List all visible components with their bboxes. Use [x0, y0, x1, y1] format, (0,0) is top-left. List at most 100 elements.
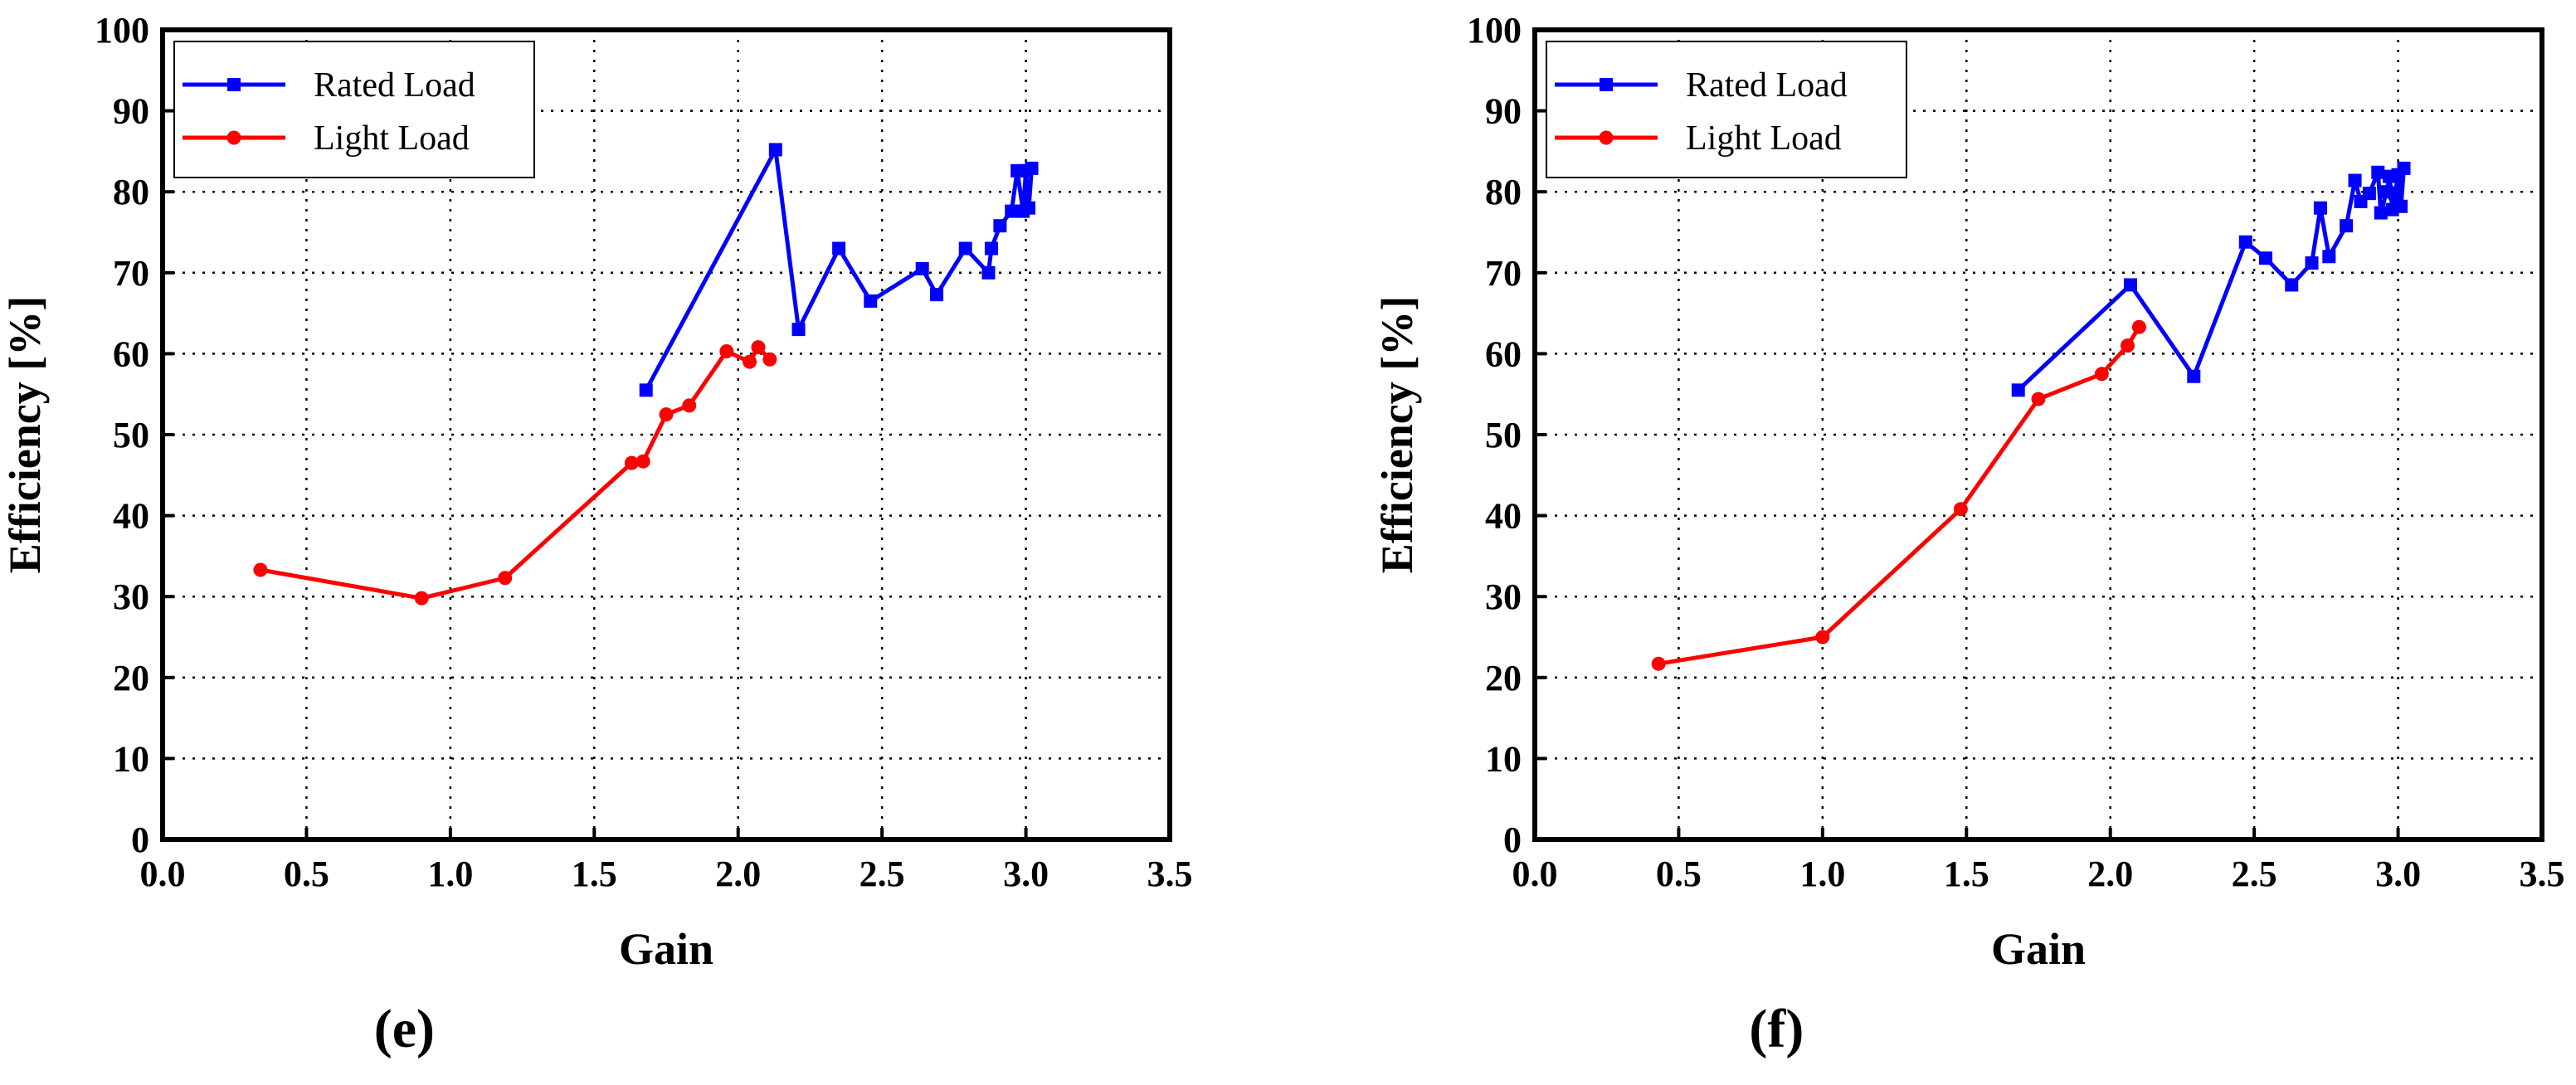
data-point-circle: [1953, 502, 1968, 517]
data-point-square: [2011, 383, 2025, 397]
data-point-square: [832, 241, 846, 255]
chart-panel-2: 0.0 0.5 1.0 1.5 2.0 2.5 3.0 3.5 0 10 20 30 40 50 60 70 8…: [1372, 10, 2565, 1059]
panel-label: (e): [374, 999, 435, 1059]
legend-marker-square: [1600, 78, 1613, 91]
data-point-circle: [2121, 338, 2135, 353]
y-tick-label: 60: [1485, 333, 1522, 374]
x-tick-label: 0.5: [1656, 854, 1702, 894]
data-point-square: [1022, 201, 1036, 215]
y-tick-label: 90: [113, 91, 149, 132]
data-point-square: [2187, 369, 2201, 383]
data-point-square: [2348, 173, 2362, 187]
data-point-circle: [659, 407, 674, 422]
data-point-circle: [635, 454, 650, 469]
x-tick-label: 2.0: [2087, 854, 2133, 894]
data-point-square: [2374, 206, 2388, 220]
legend-label: Rated Load: [1686, 66, 1848, 105]
legend-box: [173, 41, 535, 178]
x-tick-label: 0.5: [284, 854, 329, 894]
data-point-square: [864, 294, 878, 308]
series-line: [2017, 168, 2407, 392]
y-tick-label: 90: [1485, 91, 1522, 132]
data-point-square: [2285, 278, 2299, 292]
series-light-load: [1651, 319, 2146, 671]
data-point-square: [2340, 219, 2354, 233]
data-point-circle: [253, 562, 268, 577]
legend-label: Light Load: [314, 119, 470, 158]
data-point-square: [2394, 199, 2408, 213]
legend-marker-square: [227, 78, 241, 91]
data-point-square: [2362, 187, 2376, 201]
data-point-square: [2322, 250, 2336, 264]
series-light-load: [253, 340, 777, 606]
y-tick-label: 50: [1485, 415, 1522, 455]
x-tick-label: 1.5: [1944, 854, 1989, 894]
data-point-square: [1025, 161, 1039, 175]
data-point-circle: [682, 398, 697, 413]
data-point-square: [2238, 235, 2252, 249]
x-tick-label: 0.0: [1512, 854, 1558, 894]
y-tick-label: 40: [113, 496, 149, 537]
data-point-circle: [719, 343, 734, 358]
panel-label: (f): [1749, 999, 1804, 1059]
x-axis-title: Gain: [1991, 924, 2086, 974]
y-tick-label: 20: [1485, 658, 1522, 698]
data-point-square: [2371, 165, 2385, 179]
data-point-circle: [743, 354, 757, 369]
data-point-square: [958, 241, 972, 255]
series-line: [260, 345, 772, 601]
data-point-circle: [1815, 630, 1830, 645]
legend-marker-circle: [1599, 130, 1614, 145]
legend-label: Light Load: [1686, 119, 1842, 158]
y-tick-label: 80: [113, 172, 149, 212]
data-point-square: [2123, 278, 2137, 292]
x-tick-label: 2.5: [2232, 854, 2277, 894]
x-tick-label: 3.5: [2520, 854, 2565, 894]
data-point-circle: [751, 340, 766, 355]
series-line: [1658, 325, 2141, 666]
y-tick-label: 30: [113, 577, 149, 617]
data-point-circle: [2131, 319, 2146, 334]
data-point-circle: [1651, 656, 1666, 671]
data-point-square: [993, 219, 1007, 233]
y-tick-label: 10: [1485, 738, 1522, 779]
legend-label: Rated Load: [314, 66, 475, 105]
y-tick-label: 50: [113, 415, 149, 455]
y-tick-label: 60: [113, 333, 149, 374]
data-point-square: [639, 383, 653, 397]
y-tick-label: 80: [1485, 172, 1522, 212]
x-axis-title: Gain: [619, 924, 713, 974]
y-tick-label: 30: [1485, 577, 1522, 617]
data-point-circle: [414, 591, 429, 606]
legend: Rated Load Light Load: [1546, 41, 1907, 178]
y-tick-label: 40: [1485, 496, 1522, 537]
y-tick-label: 0: [131, 820, 149, 860]
y-tick-label: 20: [113, 658, 149, 698]
data-point-circle: [624, 455, 639, 470]
x-tick-label: 0.0: [140, 854, 186, 894]
data-point-square: [2313, 201, 2327, 215]
legend: Rated Load Light Load: [173, 41, 535, 178]
data-point-square: [2389, 187, 2403, 201]
data-point-circle: [2094, 367, 2109, 382]
x-tick-label: 1.5: [572, 854, 617, 894]
data-point-square: [984, 241, 998, 255]
x-tick-label: 2.5: [859, 854, 905, 894]
series-rated-load: [2011, 161, 2411, 397]
legend-marker-circle: [226, 130, 241, 145]
data-point-square: [915, 261, 929, 275]
y-axis-title: Efficiency [%]: [1372, 296, 1422, 573]
y-tick-label: 70: [1485, 253, 1522, 294]
data-point-square: [2305, 256, 2319, 270]
legend-box: [1546, 41, 1907, 178]
data-point-square: [930, 288, 944, 302]
y-tick-label: 100: [95, 10, 149, 51]
data-point-square: [1005, 204, 1019, 218]
data-point-square: [981, 265, 996, 280]
y-tick-label: 70: [113, 253, 149, 294]
x-tick-label: 3.0: [1003, 854, 1049, 894]
data-point-square: [2397, 161, 2411, 175]
x-tick-label: 3.0: [2375, 854, 2421, 894]
